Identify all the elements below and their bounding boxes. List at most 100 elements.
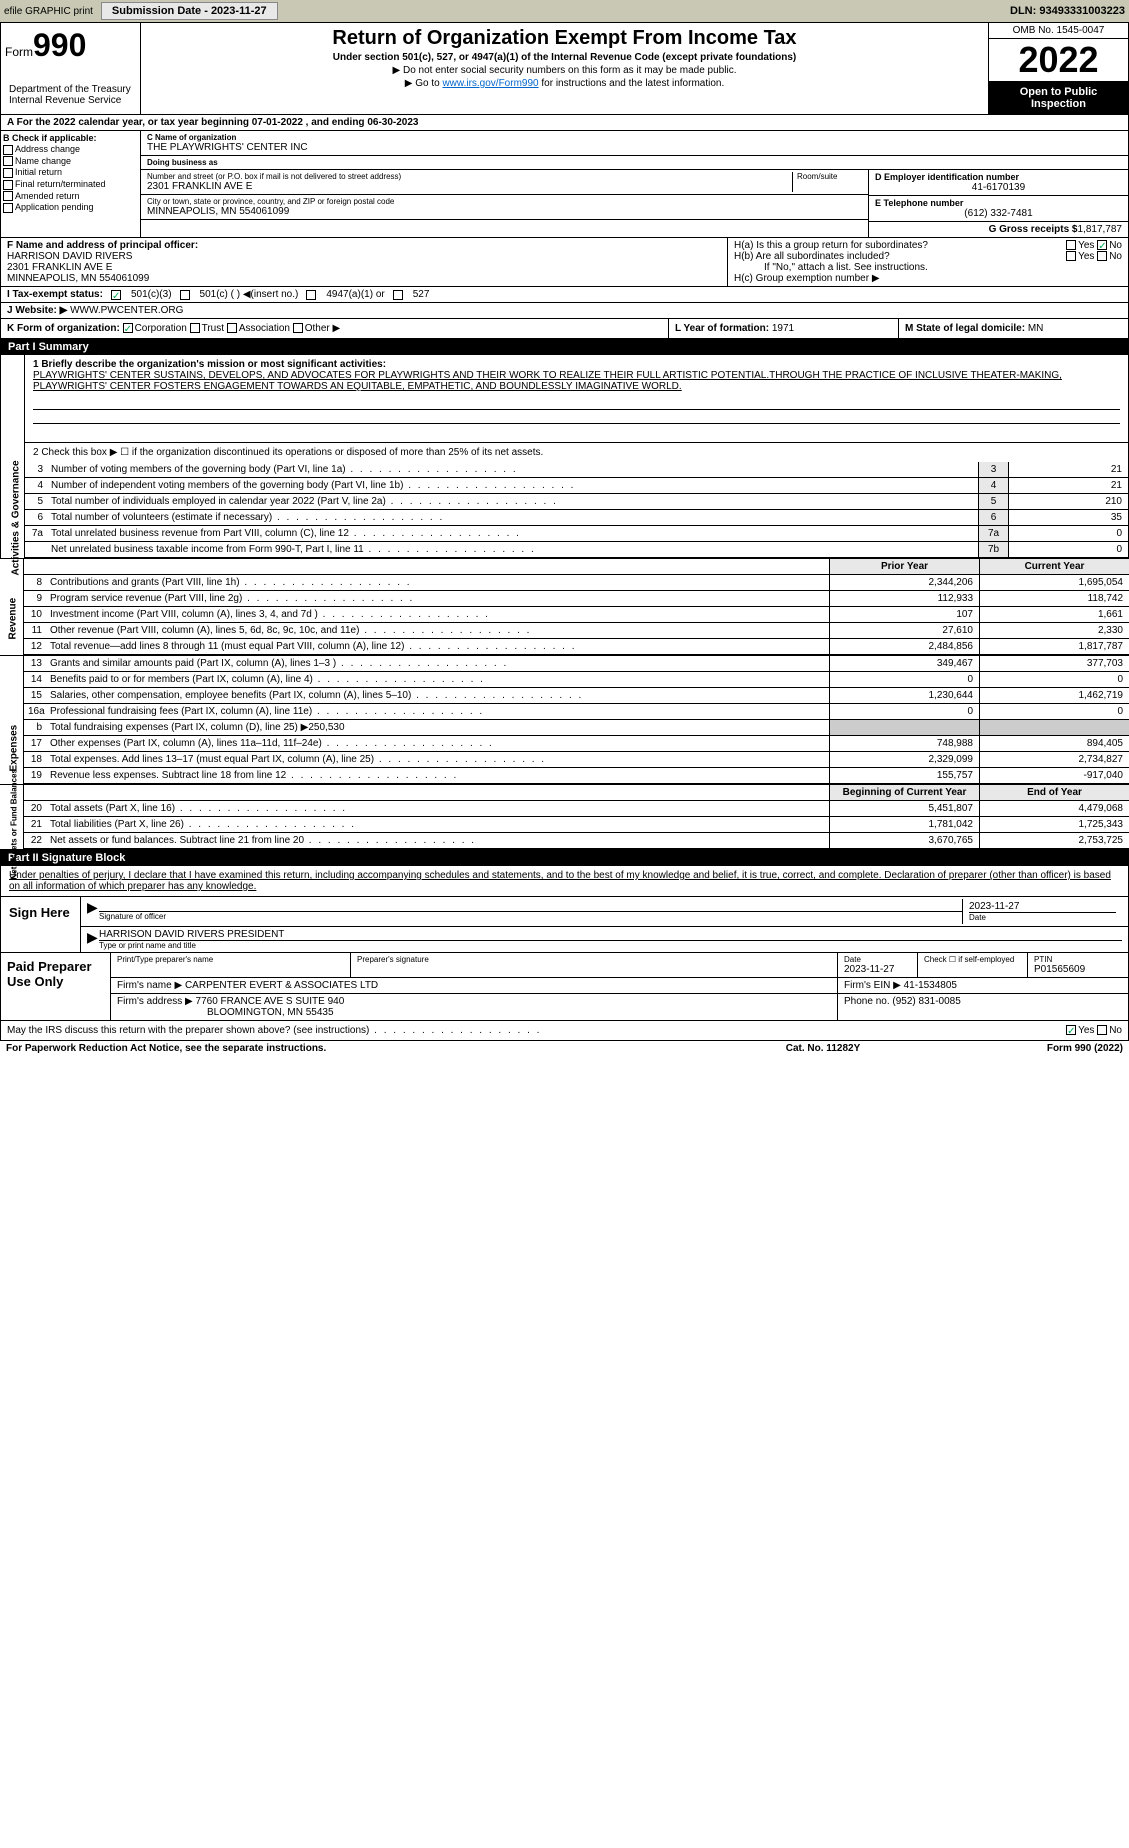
chk-app[interactable]: Application pending	[3, 202, 138, 213]
self-emp: Check ☐ if self-employed	[918, 953, 1028, 977]
net-line: 21Total liabilities (Part X, line 26)1,7…	[24, 817, 1129, 833]
officer-name-line: ▶ HARRISON DAVID RIVERS PRESIDENTType or…	[81, 927, 1128, 952]
form-subtitle: Under section 501(c), 527, or 4947(a)(1)…	[145, 52, 984, 63]
org-name: THE PLAYWRIGHTS' CENTER INC	[147, 142, 1122, 153]
chk-final[interactable]: Final return/terminated	[3, 179, 138, 190]
gross-lbl: G Gross receipts $	[989, 224, 1078, 235]
k-row: K Form of organization: Corporation Trus…	[0, 319, 1129, 339]
phone-val: (612) 332-7481	[875, 208, 1122, 219]
fin-hdr: Prior Year Current Year	[24, 559, 1129, 575]
may-irs-row: May the IRS discuss this return with the…	[0, 1021, 1129, 1041]
section-a-text: A For the 2022 calendar year, or tax yea…	[7, 117, 418, 128]
gov-line: 4Number of independent voting members of…	[25, 478, 1128, 494]
exp-line: bTotal fundraising expenses (Part IX, co…	[24, 720, 1129, 736]
h-b-note: If "No," attach a list. See instructions…	[734, 262, 1122, 273]
footer-mid: Cat. No. 11282Y	[723, 1043, 923, 1054]
net-hdr1: Beginning of Current Year	[829, 785, 979, 800]
gross-cell: G Gross receipts $1,817,787	[869, 222, 1128, 237]
chk-irs-no[interactable]	[1097, 1025, 1107, 1035]
prep-row2: Firm's name ▶ CARPENTER EVERT & ASSOCIAT…	[111, 978, 1128, 994]
line2-text: 2 Check this box ▶ ☐ if the organization…	[33, 447, 543, 458]
sig-officer-line: ▶ Signature of officer 2023-11-27Date	[81, 897, 1128, 927]
part2-hdr: Part II Signature Block	[0, 850, 1129, 866]
sign-here-lbl: Sign Here	[1, 897, 81, 952]
chk-4947[interactable]	[306, 290, 316, 300]
firm-addr1: 7760 FRANCE AVE S SUITE 940	[196, 996, 345, 1007]
form-990-num: 990	[33, 27, 86, 63]
form-title: Return of Organization Exempt From Incom…	[145, 27, 984, 50]
ein-lbl: D Employer identification number	[875, 172, 1122, 182]
rev-line: 10Investment income (Part VIII, column (…	[24, 607, 1129, 623]
net-line: 20Total assets (Part X, line 16)5,451,80…	[24, 801, 1129, 817]
net-hdr: Beginning of Current Year End of Year	[24, 785, 1129, 801]
chk-assoc[interactable]	[227, 323, 237, 333]
col-curr: Current Year	[979, 559, 1129, 574]
mission-block: 1 Briefly describe the organization's mi…	[25, 355, 1128, 443]
chk-amend[interactable]: Amended return	[3, 191, 138, 202]
chk-init[interactable]: Initial return	[3, 167, 138, 178]
dept-treasury: Department of the Treasury Internal Reve…	[5, 82, 136, 108]
gov-line: 7aTotal unrelated business revenue from …	[25, 526, 1128, 542]
chk-trust[interactable]	[190, 323, 200, 333]
org-name-lbl: C Name of organization	[147, 133, 1122, 142]
form-prefix: Form	[5, 45, 33, 59]
j-val: WWW.PWCENTER.ORG	[67, 305, 183, 316]
sign-here-grid: Sign Here ▶ Signature of officer 2023-11…	[0, 897, 1129, 953]
tax-status-row: I Tax-exempt status: 501(c)(3) 501(c) ( …	[0, 287, 1129, 303]
chk-501c3[interactable]	[111, 290, 121, 300]
revenue-section: Revenue Prior Year Current Year 8Contrib…	[0, 559, 1129, 656]
net-section: Net Assets or Fund Balances Beginning of…	[0, 785, 1129, 850]
street-box: Number and street (or P.O. box if mail i…	[141, 170, 868, 195]
line2: 2 Check this box ▶ ☐ if the organization…	[25, 443, 1128, 462]
submission-date-btn[interactable]: Submission Date - 2023-11-27	[101, 2, 278, 20]
section-a-period: A For the 2022 calendar year, or tax yea…	[0, 115, 1129, 131]
net-hdr2: End of Year	[979, 785, 1129, 800]
may-irs-text: May the IRS discuss this return with the…	[7, 1025, 369, 1036]
check-hdr: B Check if applicable:	[3, 133, 97, 143]
street-val: 2301 FRANKLIN AVE E	[147, 181, 792, 192]
sig-officer-lbl: Signature of officer	[99, 911, 962, 921]
gov-line: 6Total number of volunteers (estimate if…	[25, 510, 1128, 526]
exp-line: 13Grants and similar amounts paid (Part …	[24, 656, 1129, 672]
chk-corp[interactable]	[123, 323, 133, 333]
l-year: L Year of formation: 1971	[668, 319, 898, 338]
footer-left: For Paperwork Reduction Act Notice, see …	[6, 1043, 723, 1054]
exp-line: 18Total expenses. Add lines 13–17 (must …	[24, 752, 1129, 768]
chk-other[interactable]	[293, 323, 303, 333]
gov-line: Net unrelated business taxable income fr…	[25, 542, 1128, 558]
f-lbl: F Name and address of principal officer:	[7, 240, 198, 251]
tab-governance: Activities & Governance	[1, 355, 25, 558]
col-b-checkboxes: B Check if applicable: Address change Na…	[1, 131, 141, 237]
exp-line: 19Revenue less expenses. Subtract line 1…	[24, 768, 1129, 784]
phone-cell: E Telephone number (612) 332-7481	[869, 196, 1128, 222]
chk-527[interactable]	[393, 290, 403, 300]
f-addr2: MINNEAPOLIS, MN 554061099	[7, 273, 149, 284]
info-grid: B Check if applicable: Address change Na…	[0, 131, 1129, 238]
f-name: HARRISON DAVID RIVERS	[7, 251, 132, 262]
prep-phone: (952) 831-0085	[892, 996, 960, 1007]
chk-name[interactable]: Name change	[3, 156, 138, 167]
gross-val: 1,817,787	[1078, 224, 1123, 235]
irs-link[interactable]: www.irs.gov/Form990	[442, 78, 538, 89]
firm-ein: 41-1534805	[904, 980, 957, 991]
chk-501c[interactable]	[180, 290, 190, 300]
chk-irs-yes[interactable]	[1066, 1025, 1076, 1035]
efile-label: efile GRAPHIC print	[4, 6, 93, 17]
ein-val: 41-6170139	[875, 182, 1122, 193]
chk-addr[interactable]: Address change	[3, 144, 138, 155]
city-lbl: City or town, state or province, country…	[147, 197, 862, 206]
k-lbl: K Form of organization:	[7, 323, 120, 334]
expenses-section: Expenses 13Grants and similar amounts pa…	[0, 656, 1129, 785]
open-to-public: Open to Public Inspection	[989, 82, 1128, 114]
note2-pre: ▶ Go to	[405, 78, 443, 89]
dba-lbl: Doing business as	[147, 158, 1122, 167]
ein-cell: D Employer identification number 41-6170…	[869, 170, 1128, 196]
preparer-grid: Paid Preparer Use Only Print/Type prepar…	[0, 953, 1129, 1021]
tax-status-lbl: I Tax-exempt status:	[7, 289, 103, 300]
exp-line: 17Other expenses (Part IX, column (A), l…	[24, 736, 1129, 752]
prep-row1: Print/Type preparer's name Preparer's si…	[111, 953, 1128, 978]
rev-line: 8Contributions and grants (Part VIII, li…	[24, 575, 1129, 591]
mission-text: PLAYWRIGHTS' CENTER SUSTAINS, DEVELOPS, …	[33, 370, 1062, 392]
phone-lbl: E Telephone number	[875, 198, 1122, 208]
officer-name: HARRISON DAVID RIVERS PRESIDENT	[99, 929, 1122, 940]
